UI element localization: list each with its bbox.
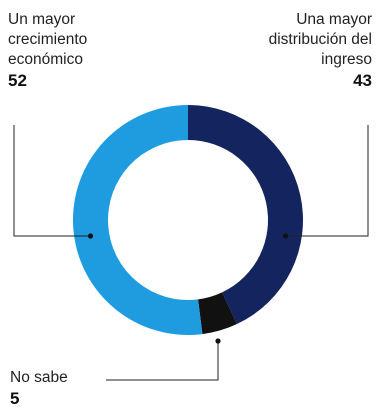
leader-dot-no-sabe (215, 338, 221, 344)
label-line: distribución del (268, 31, 372, 48)
label-line: Un mayor (8, 11, 76, 28)
label-line: ingreso (321, 51, 372, 68)
value-label: 52 (8, 71, 27, 90)
slice-distribucion-ingreso (188, 105, 303, 325)
leader-distribucion-ingreso (285, 125, 369, 237)
label-line: No sabe (10, 369, 68, 386)
value-label: 5 (10, 389, 20, 408)
value-label: 43 (353, 71, 372, 90)
leader-dot-crecimiento-economico (87, 233, 94, 239)
label-line: económico (8, 51, 83, 68)
leader-no-sabe (106, 341, 219, 381)
label-no-sabe: No sabe 5 (10, 368, 68, 410)
label-line: crecimiento (8, 31, 88, 48)
label-line: Una mayor (296, 11, 372, 28)
slice-no-sabe (198, 292, 237, 335)
leader-dot-distribucion-ingreso (282, 233, 289, 239)
slice-crecimiento-economico (72, 105, 203, 336)
leader-crecimiento-economico (13, 125, 91, 237)
label-crecimiento-economico: Un mayor crecimiento económico 52 (8, 10, 87, 92)
label-distribucion-ingreso: Una mayor distribución del ingreso 43 (269, 10, 372, 92)
